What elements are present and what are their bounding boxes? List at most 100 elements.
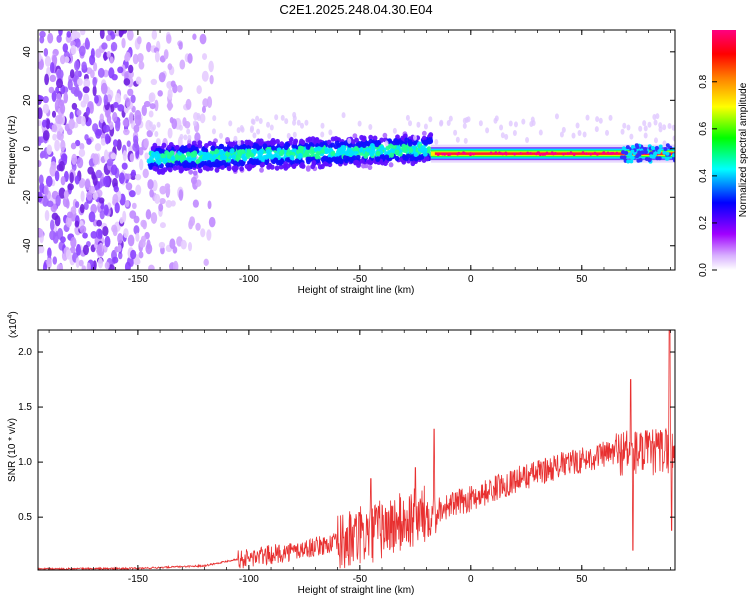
heatmap-noise-cell: [154, 99, 159, 112]
heatmap-noise-cell: [178, 189, 184, 201]
heatmap-noise-cell: [165, 185, 171, 197]
heatmap-signal-cell: [270, 141, 276, 147]
heatmap-noise-cell: [59, 54, 66, 65]
heatmap-noise-cell: [185, 98, 192, 110]
tone-peak-cell: [562, 152, 565, 156]
heatmap-halo-cell: [299, 122, 304, 129]
heatmap-halo-cell: [178, 124, 183, 131]
heatmap-signal-cell: [354, 137, 359, 143]
heatmap-noise-cell: [46, 144, 53, 155]
tone-spread-cell: [634, 143, 639, 148]
heatmap-signal-cell: [251, 159, 257, 166]
heatmap-noise-cell: [169, 238, 176, 250]
heatmap-noise-cell: [149, 92, 156, 103]
heatmap-noise-cell: [147, 179, 154, 190]
tone-spread-cell: [625, 145, 630, 150]
heatmap-signal-cell: [229, 141, 235, 148]
heatmap-signal-cell: [351, 155, 357, 161]
heatmap-signal-cell: [285, 142, 291, 148]
heatmap-noise-cell: [75, 38, 81, 48]
heatmap-noise-cell: [54, 170, 60, 182]
heatmap-noise-cell: [67, 79, 73, 91]
heatmap-noise-cell: [171, 118, 178, 130]
heatmap-noise-cell: [112, 139, 118, 147]
heatmap-signal-cell: [421, 130, 427, 136]
heatmap-noise-cell: [125, 173, 132, 180]
y-tick-label: 1.5: [18, 402, 32, 413]
heatmap-noise-cell: [158, 241, 166, 249]
heatmap-halo-cell: [478, 120, 483, 127]
tone-spread-cell: [626, 159, 631, 164]
heatmap-noise-cell: [125, 97, 131, 108]
heatmap-halo-cell: [655, 113, 660, 120]
heatmap-noise-cell: [142, 168, 149, 179]
heatmap-noise-cell: [56, 69, 64, 80]
heatmap-noise-cell: [158, 203, 164, 212]
heatmap-noise-cell: [155, 138, 161, 147]
heatmap-halo-cell: [643, 125, 648, 132]
heatmap-signal-cell: [422, 139, 428, 145]
heatmap-noise-cell: [82, 86, 90, 94]
tone-peak-cell: [501, 152, 505, 156]
heatmap-signal-cell: [190, 145, 196, 151]
heatmap-halo-cell: [212, 115, 217, 122]
heatmap-noise-cell: [74, 70, 80, 78]
heatmap-noise-cell: [126, 30, 134, 41]
heatmap-signal-cell: [192, 170, 198, 176]
heatmap-noise-cell: [92, 76, 97, 87]
heatmap-noise-cell: [66, 211, 74, 219]
heatmap-halo-cell: [575, 122, 580, 129]
heatmap-signal-cell: [226, 165, 232, 172]
heatmap-noise-cell: [136, 36, 142, 45]
heatmap-noise-cell: [146, 130, 153, 138]
heatmap-noise-cell: [117, 244, 122, 252]
heatmap-marks: [38, 30, 675, 270]
tone-peak-cell: [447, 153, 450, 157]
heatmap-noise-cell: [96, 219, 102, 227]
tone-spread-cell: [671, 153, 675, 158]
heatmap-halo-cell: [512, 129, 517, 136]
heatmap-halo-cell: [653, 137, 658, 144]
heatmap-noise-cell: [60, 236, 66, 243]
heatmap-noise-cell: [88, 211, 96, 223]
heatmap-noise-cell: [128, 190, 136, 198]
heatmap-noise-cell: [103, 149, 109, 162]
heatmap-noise-cell: [88, 185, 96, 194]
heatmap-noise-cell: [154, 51, 160, 63]
snr-y-ticks: 0.5 1.0 1.5 2.0: [18, 330, 675, 570]
heatmap-noise-cell: [52, 133, 57, 141]
heatmap-signal-cell: [283, 165, 289, 171]
heatmap-noise-cell: [130, 249, 137, 260]
heatmap-noise-cell: [69, 171, 74, 184]
heatmap-signal-cell: [222, 146, 228, 152]
tone-spread-cell: [653, 151, 658, 156]
heatmap-noise-cell: [150, 78, 158, 86]
heatmap-signal-cell: [422, 151, 428, 157]
heatmap-noise-cell: [202, 53, 208, 60]
heatmap-noise-cell: [200, 228, 206, 238]
heatmap-noise-cell: [159, 222, 166, 229]
heatmap-halo-cell: [462, 117, 467, 124]
heatmap-signal-cell: [428, 132, 434, 138]
y-tick-label: 40: [22, 46, 33, 58]
heatmap-halo-cell: [258, 118, 263, 125]
heatmap-halo-cell: [183, 134, 188, 141]
heatmap-noise-cell: [207, 200, 212, 210]
heatmap-noise-cell: [140, 235, 147, 243]
heatmap-noise-cell: [102, 225, 109, 237]
tone-spread-cell: [650, 145, 655, 150]
heatmap-noise-cell: [78, 259, 84, 267]
heatmap-noise-cell: [95, 128, 103, 136]
heatmap-noise-cell: [74, 139, 81, 147]
tone-peak-cell: [498, 151, 501, 155]
heatmap-noise-cell: [172, 260, 179, 270]
heatmap-noise-cell: [154, 193, 161, 205]
heatmap-signal-cell: [320, 156, 326, 162]
heatmap-signal-cell: [342, 155, 348, 161]
heatmap-noise-cell: [180, 239, 187, 250]
heatmap-signal-cell: [427, 136, 433, 142]
x-tick-label: -150: [128, 274, 148, 285]
heatmap-noise-cell: [117, 66, 124, 74]
heatmap-noise-cell: [96, 243, 102, 256]
heatmap-signal-cell: [363, 153, 369, 159]
